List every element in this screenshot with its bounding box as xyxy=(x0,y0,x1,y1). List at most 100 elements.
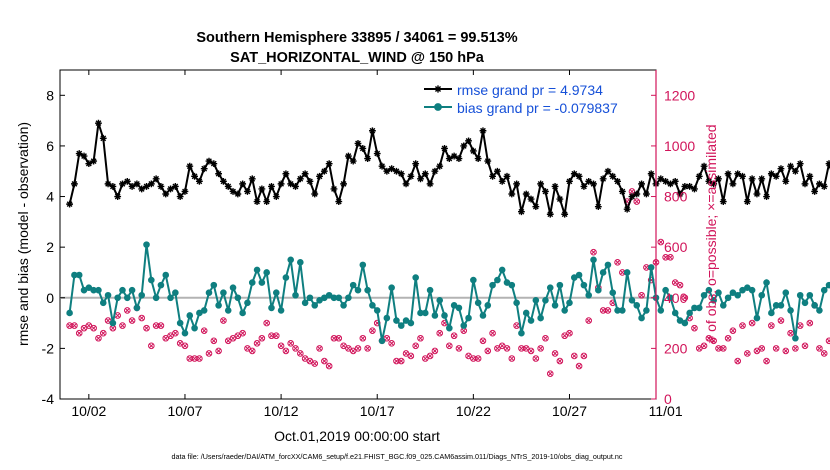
y-right-tick-label: 800 xyxy=(664,189,688,205)
obs-possible-marker xyxy=(739,322,746,329)
bias-point xyxy=(484,302,492,309)
rmse-point xyxy=(782,177,790,185)
rmse-point xyxy=(431,167,439,175)
rmse-point xyxy=(417,175,424,183)
obs-assimilated-marker xyxy=(250,348,255,354)
obs-possible-marker xyxy=(196,355,203,362)
rmse-point xyxy=(676,190,684,198)
obs-possible-marker xyxy=(532,355,540,362)
obs-possible-marker xyxy=(128,317,136,324)
rmse-point xyxy=(695,172,703,180)
rmse-point xyxy=(719,198,727,205)
rmse-point xyxy=(229,188,237,195)
obs-count-point xyxy=(205,350,213,357)
obs-assimilated-marker xyxy=(749,320,755,326)
rmse-point xyxy=(210,160,218,168)
obs-assimilated-marker xyxy=(158,323,164,328)
rmse-point xyxy=(460,142,468,150)
obs-assimilated-marker xyxy=(226,338,231,343)
bias-point xyxy=(431,312,439,319)
obs-assimilated-marker xyxy=(288,341,293,346)
obs-assimilated-marker xyxy=(538,346,543,351)
bias-point xyxy=(421,309,429,317)
rmse-point xyxy=(80,152,88,160)
obs-assimilated-marker xyxy=(360,336,365,341)
rmse-point xyxy=(570,170,578,178)
rmse-point xyxy=(513,180,521,188)
obs-possible-marker xyxy=(470,355,477,362)
obs-assimilated-marker xyxy=(668,255,673,260)
obs-count-point xyxy=(272,332,280,340)
obs-possible-marker xyxy=(772,345,780,352)
obs-count-point xyxy=(633,198,641,205)
obs-assimilated-marker xyxy=(197,356,202,361)
y-right-tick-label: 200 xyxy=(664,340,688,356)
obs-possible-marker xyxy=(258,334,266,342)
obs-assimilated-marker xyxy=(634,199,639,204)
bias-point xyxy=(224,307,232,314)
rmse-point xyxy=(99,134,107,142)
rmse-point xyxy=(715,175,722,183)
obs-assimilated-marker xyxy=(240,331,245,336)
obs-assimilated-marker xyxy=(548,371,553,376)
bias-point xyxy=(397,322,405,329)
bias-point xyxy=(595,286,602,294)
obs-assimilated-marker xyxy=(706,336,712,341)
obs-count-point xyxy=(527,347,535,355)
obs-count-point xyxy=(388,340,395,347)
rmse-point xyxy=(527,195,535,203)
rmse-point xyxy=(344,152,352,160)
bias-point xyxy=(148,276,155,284)
obs-assimilated-marker xyxy=(629,189,635,194)
bias-point xyxy=(719,302,727,309)
obs-count-point xyxy=(196,355,203,362)
bias-point xyxy=(234,294,242,302)
obs-possible-marker xyxy=(455,345,463,352)
obs-assimilated-marker xyxy=(139,315,144,321)
bias-point xyxy=(205,289,213,297)
obs-possible-marker xyxy=(724,334,732,342)
rmse-point xyxy=(796,160,804,168)
rmse-point xyxy=(743,198,751,205)
rmse-point xyxy=(657,175,665,183)
bias-point xyxy=(383,314,391,322)
bias-point xyxy=(277,307,285,314)
obs-possible-marker xyxy=(311,360,319,367)
obs-assimilated-marker xyxy=(370,328,375,333)
rmse-point xyxy=(445,155,453,162)
bias-point xyxy=(546,284,554,291)
obs-assimilated-marker xyxy=(716,346,721,351)
rmse-point xyxy=(167,185,174,193)
obs-assimilated-marker xyxy=(677,282,683,288)
y-tick-label: -4 xyxy=(42,391,55,407)
obs-possible-marker xyxy=(335,334,343,342)
obs-assimilated-marker xyxy=(725,336,731,341)
obs-assimilated-marker xyxy=(442,320,447,326)
obs-count-point xyxy=(253,340,261,347)
bias-point xyxy=(248,279,256,286)
obs-possible-marker xyxy=(446,342,453,350)
rmse-point xyxy=(388,165,396,173)
rmse-point xyxy=(296,175,304,183)
rmse-point xyxy=(234,190,242,198)
bias-point xyxy=(138,291,146,299)
obs-count-point xyxy=(489,329,496,337)
obs-possible-marker xyxy=(282,347,290,355)
obs-assimilated-marker xyxy=(322,358,327,364)
obs-assimilated-marker xyxy=(365,346,370,351)
obs-assimilated-marker xyxy=(399,358,404,364)
obs-count-point xyxy=(542,334,549,342)
plot-area xyxy=(59,69,657,400)
obs-assimilated-marker xyxy=(774,346,779,351)
obs-assimilated-marker xyxy=(711,338,716,343)
obs-possible-marker xyxy=(489,329,496,337)
obs-count-point xyxy=(99,329,107,337)
obs-possible-marker xyxy=(820,350,828,357)
obs-possible-marker xyxy=(205,350,213,357)
obs-possible-marker xyxy=(330,334,338,342)
bias-point xyxy=(489,281,496,289)
obs-assimilated-marker xyxy=(235,333,240,338)
obs-count-point xyxy=(335,334,343,342)
obs-assimilated-marker xyxy=(341,343,346,349)
rmse-point xyxy=(364,155,372,162)
